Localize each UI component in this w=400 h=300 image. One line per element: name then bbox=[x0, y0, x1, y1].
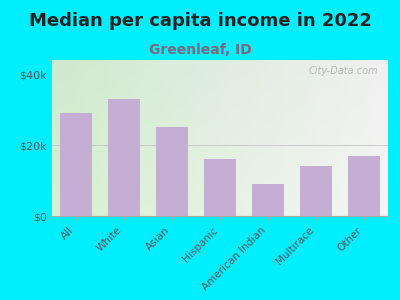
Text: Median per capita income in 2022: Median per capita income in 2022 bbox=[28, 12, 372, 30]
Bar bbox=[108, 99, 140, 216]
Bar bbox=[156, 128, 188, 216]
Bar bbox=[252, 184, 284, 216]
Bar bbox=[60, 113, 92, 216]
Text: Greenleaf, ID: Greenleaf, ID bbox=[149, 44, 251, 58]
Bar bbox=[300, 167, 332, 216]
Bar bbox=[204, 159, 236, 216]
Bar bbox=[348, 156, 380, 216]
Text: City-Data.com: City-Data.com bbox=[308, 66, 378, 76]
